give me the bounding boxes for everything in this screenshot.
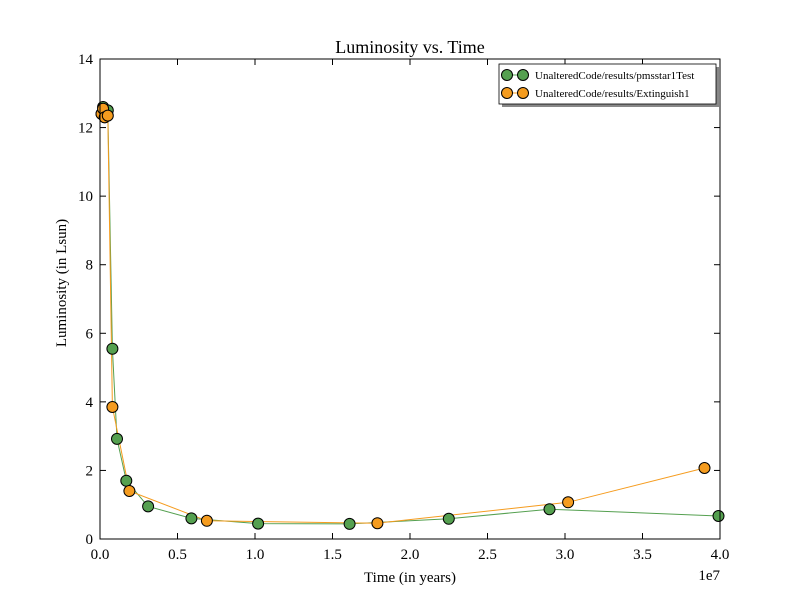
x-tick-label: 2.0 [401, 547, 420, 563]
data-point-pmsstar1test [142, 500, 155, 513]
chart-title: Luminosity vs. Time [335, 37, 485, 57]
x-tick-label: 3.5 [633, 547, 652, 563]
y-tick-label: 10 [78, 189, 93, 205]
y-tick-label: 8 [86, 258, 94, 274]
data-point-pmsstar1test [252, 517, 265, 530]
data-point-extinguish1 [106, 401, 119, 413]
y-tick-label: 2 [86, 463, 94, 479]
y-axis-label: Luminosity (in Lsun) [54, 219, 70, 347]
data-point-pmsstar1test [111, 432, 123, 445]
y-tick-label: 14 [78, 52, 94, 68]
y-tick-label: 12 [78, 121, 93, 137]
legend-marker-extinguish1-1 [501, 87, 513, 99]
data-point-extinguish1 [123, 485, 136, 497]
data-point-pmsstar1test [120, 474, 133, 487]
legend-marker-pmsstar1test-2 [517, 69, 529, 81]
series-layer [95, 101, 725, 530]
data-point-pmsstar1test [343, 517, 356, 530]
legend: UnalteredCode/results/pmsstar1Test Unalt… [498, 63, 719, 107]
y-tick-label: 0 [86, 532, 94, 548]
legend-label-pmsstar1test: UnalteredCode/results/pmsstar1Test [535, 70, 694, 82]
x-tick-label: 4.0 [711, 547, 730, 563]
x-axis-label: Time (in years) [364, 570, 456, 586]
plot-area: 0.0 0.5 1.0 1.5 2.0 2.5 3.0 3.5 4.0 0 2 4 6 8 10 12 14 [78, 52, 729, 563]
tick-layer: 0.0 0.5 1.0 1.5 2.0 2.5 3.0 3.5 4.0 0 2 4 6 8 10 12 14 [78, 52, 729, 563]
legend-label-extinguish1: UnalteredCode/results/Extinguish1 [535, 88, 690, 100]
data-point-extinguish1 [371, 517, 384, 530]
legend-marker-extinguish1-2 [517, 87, 529, 99]
legend-marker-pmsstar1test-1 [501, 69, 513, 81]
data-point-extinguish1 [698, 462, 711, 474]
data-point-pmsstar1test [442, 512, 455, 525]
data-point-extinguish1 [562, 496, 575, 509]
x-tick-label: 0.5 [168, 547, 187, 563]
data-point-extinguish1 [101, 109, 114, 122]
data-point-pmsstar1test [543, 503, 556, 516]
x-tick-label: 1.0 [246, 547, 265, 563]
data-point-pmsstar1test [712, 510, 725, 522]
x-tick-label: 3.0 [556, 547, 575, 563]
y-tick-label: 4 [86, 395, 94, 411]
x-tick-label: 1.5 [323, 547, 342, 563]
x-tick-label: 2.5 [478, 547, 497, 563]
data-point-pmsstar1test [106, 342, 119, 355]
x-tick-label: 0.0 [91, 547, 110, 563]
data-point-extinguish1 [200, 514, 213, 527]
x-offset-label: 1e7 [698, 568, 720, 584]
y-tick-label: 6 [86, 326, 94, 342]
data-point-pmsstar1test [185, 512, 198, 525]
legend-box [498, 63, 717, 105]
